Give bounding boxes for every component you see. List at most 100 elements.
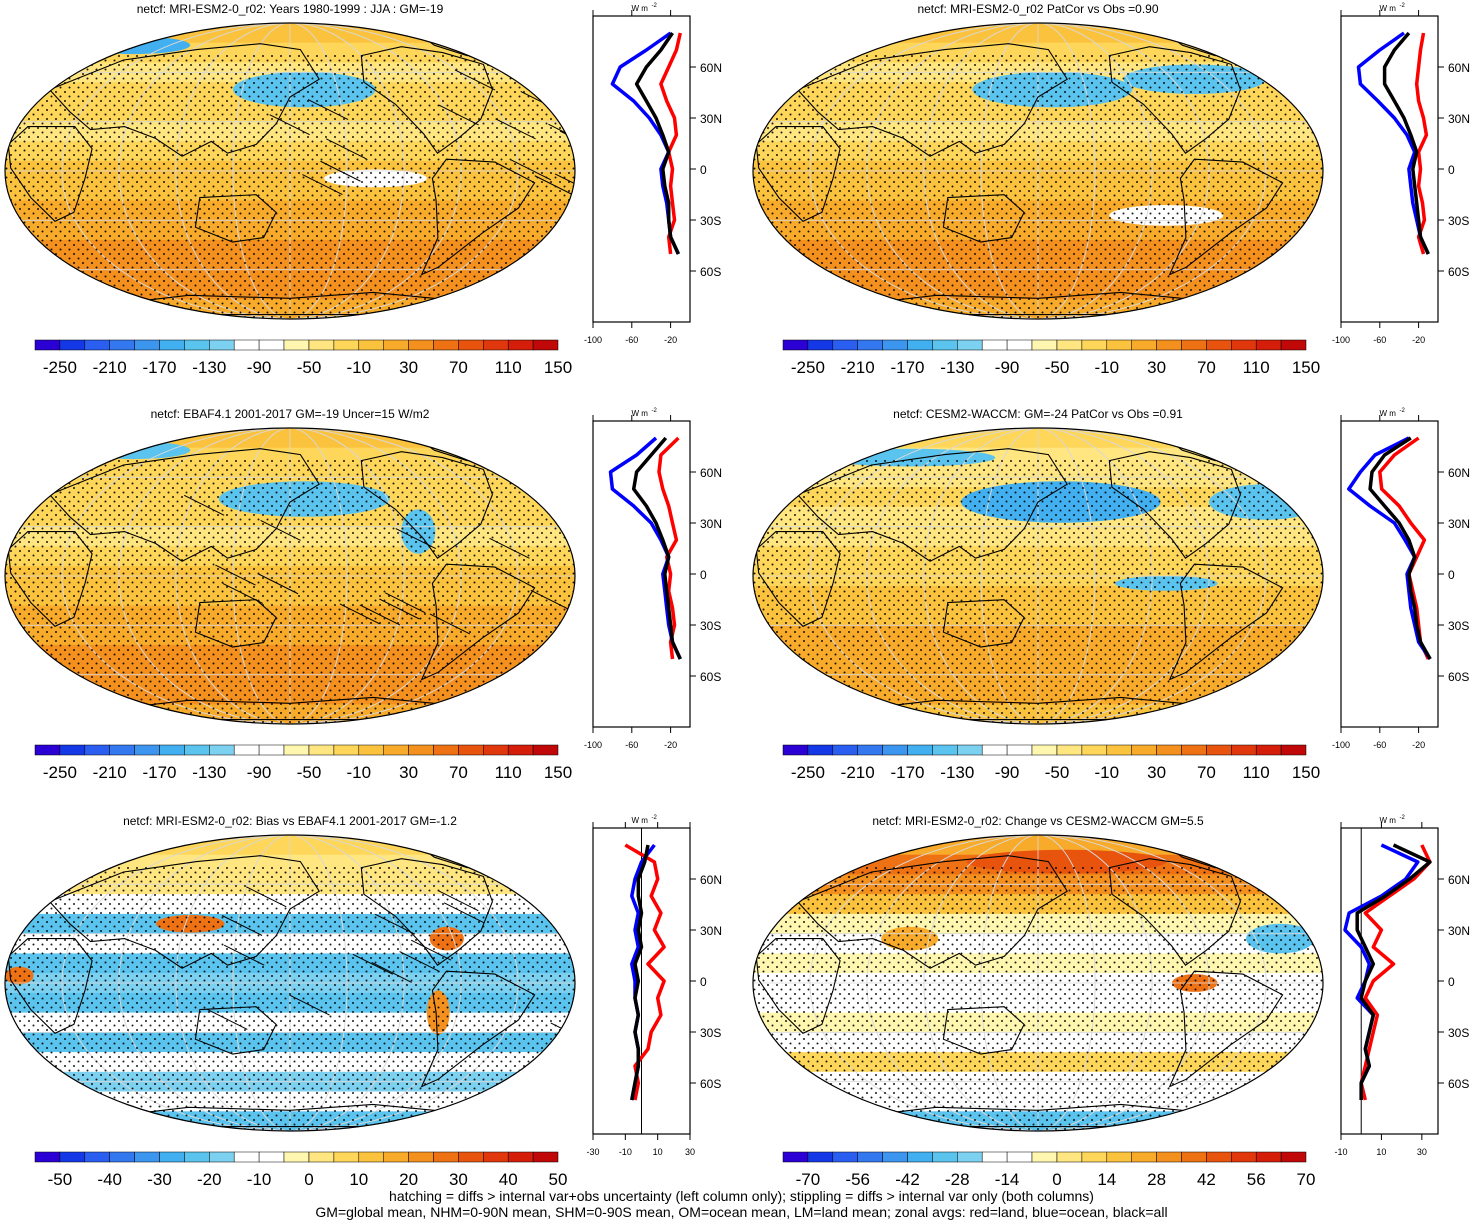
map-hatching	[223, 944, 265, 966]
colorbar-box	[907, 339, 933, 351]
zonal-x-label: 10	[1376, 1147, 1386, 1157]
map-hatching	[246, 886, 287, 908]
zonal-series-all	[634, 32, 680, 255]
zonal-lat-label: 30S	[700, 619, 721, 633]
colorbar-label: -170	[890, 763, 924, 782]
map-hatching	[443, 902, 485, 924]
colorbar-box	[957, 1151, 983, 1163]
zonal-lat-label: 60S	[700, 670, 721, 684]
colorbar-box	[907, 744, 933, 756]
map-field	[5, 23, 575, 319]
map-hatching	[257, 573, 299, 595]
colorbar-label: 30	[399, 763, 418, 782]
zonal-lat-label: 30S	[1448, 619, 1469, 633]
coastline-namerica	[1108, 451, 1241, 559]
map-stippling	[753, 53, 1323, 319]
zonal-unit-sup: -2	[1400, 408, 1406, 414]
colorbar-box	[1181, 744, 1207, 756]
colorbar-label: -250	[43, 763, 77, 782]
zonal-series-land	[1414, 32, 1429, 255]
zonal-lat-label: 60N	[1448, 466, 1470, 480]
colorbar-box	[981, 339, 1008, 351]
colorbar-box	[857, 339, 883, 351]
map-hatching	[221, 915, 263, 936]
colorbar-box	[358, 339, 384, 351]
zonal-lat-label: 0	[1448, 163, 1455, 177]
colorbar-label: -50	[297, 763, 322, 782]
map-hatching	[183, 494, 225, 516]
zonal-x-label: -100	[584, 740, 602, 750]
map-hatching	[359, 604, 401, 626]
panel-p2: netcf: MRI-ESM2-0_r02 PatCor vs Obs =0.9…	[748, 0, 1483, 395]
zonal-series-land	[624, 843, 666, 1101]
coastline-samerica	[1168, 563, 1284, 681]
colorbar-box	[807, 744, 834, 756]
colorbar-label: -250	[43, 358, 77, 377]
panel-graphics: -70 -56 -42 -28 -14 0 14 28 42 56 70 60N 30N 0 30S 60S -…	[752, 815, 1470, 1189]
colorbar-label: 150	[1292, 763, 1320, 782]
map-hatching	[554, 173, 575, 195]
coastline-africa	[755, 531, 841, 627]
colorbar-label: 70	[449, 358, 468, 377]
coastline-africa	[755, 938, 841, 1034]
colorbar-box	[383, 1151, 409, 1163]
colorbar-label: -28	[945, 1170, 970, 1189]
colorbar-box	[1280, 1151, 1307, 1163]
zonal-x-label: -10	[1334, 1147, 1347, 1157]
colorbar-label: -20	[197, 1170, 222, 1189]
colorbar-label: 70	[1197, 763, 1216, 782]
colorbar-box	[59, 744, 86, 756]
panel-graphics: -50 -40 -30 -20 -10 0 10 20 30 40 50 60N 30N 0 30S 60S -…	[4, 815, 722, 1189]
colorbar-label: -90	[995, 763, 1020, 782]
colorbar-box	[483, 744, 509, 756]
colorbar-label: 30	[1147, 763, 1166, 782]
colorbar-label: -130	[192, 358, 226, 377]
colorbar-label: 42	[1197, 1170, 1216, 1189]
colorbar-box	[782, 1151, 809, 1163]
panel-p4: netcf: CESM2-WACCM: GM=-24 PatCor vs Obs…	[748, 405, 1483, 800]
map-hatching	[410, 939, 452, 961]
colorbar-box	[458, 744, 484, 756]
map-hatching	[395, 528, 436, 550]
map-field	[753, 835, 1323, 1131]
colorbar-box	[1006, 744, 1033, 756]
zonal-series-land	[1359, 844, 1432, 1101]
colorbar-box	[1056, 744, 1083, 756]
colorbar-label: -170	[142, 763, 176, 782]
colorbar-box	[283, 744, 310, 756]
colorbar-label: 150	[544, 358, 572, 377]
zonal-unit-sup: -2	[652, 815, 658, 821]
panel-p1: netcf: MRI-ESM2-0_r02: Years 1980-1999 :…	[0, 0, 735, 395]
colorbar-label: 110	[495, 763, 522, 782]
map-field	[753, 428, 1323, 724]
colorbar-box	[59, 1151, 86, 1163]
colorbar-box	[84, 1151, 110, 1163]
colorbar-label: 110	[495, 358, 522, 377]
zonal-unit-sup: -2	[1400, 3, 1406, 9]
colorbar-label: 40	[499, 1170, 518, 1189]
colorbar-box	[882, 744, 908, 756]
colorbar-box	[1031, 1151, 1058, 1163]
coastline-eurasia	[48, 855, 320, 969]
colorbar-box	[1280, 744, 1307, 756]
colorbar-label: -50	[1045, 763, 1070, 782]
map-hatching	[399, 951, 440, 972]
zonal-x-label: -20	[1412, 335, 1425, 345]
colorbar-label: -30	[147, 1170, 172, 1189]
colorbar-box	[483, 339, 509, 351]
colorbar-box	[1206, 744, 1232, 756]
zonal-unit-sup: -2	[1400, 815, 1406, 821]
map-hatching	[307, 99, 349, 120]
colorbar-box	[258, 744, 285, 756]
colorbar-box	[433, 744, 459, 756]
colorbar-box	[358, 744, 384, 756]
colorbar-box	[1156, 1151, 1182, 1163]
coastline-samerica	[1168, 970, 1284, 1088]
panel-title: netcf: MRI-ESM2-0_r02: Bias vs EBAF4.1 2…	[123, 814, 457, 828]
map-hatching	[371, 961, 412, 983]
map-hatching	[510, 159, 552, 181]
colorbar-label: -130	[940, 763, 974, 782]
map-hatching	[530, 589, 572, 611]
colorbar-box	[1056, 1151, 1083, 1163]
zonal-unit: W m	[632, 816, 649, 825]
